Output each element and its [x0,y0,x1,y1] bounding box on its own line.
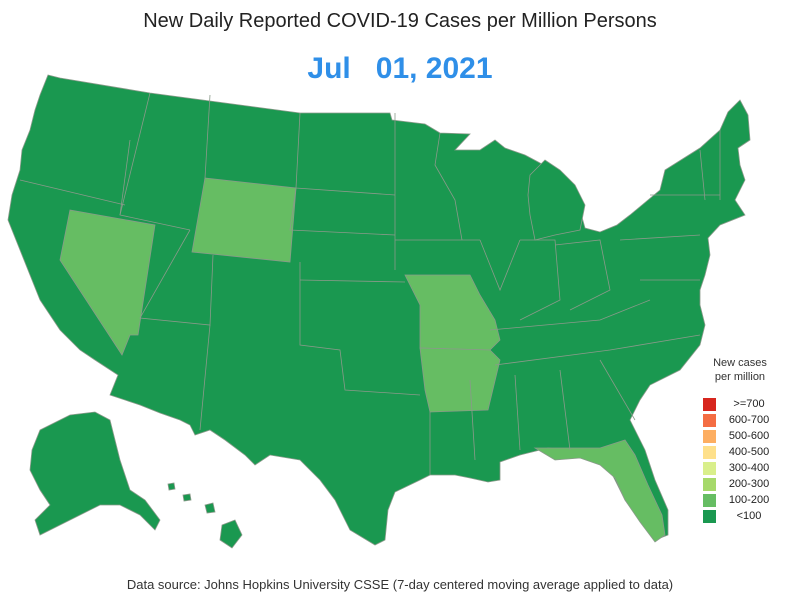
legend-item: 300-400 [703,460,774,476]
legend-title-line1: New cases [713,357,767,369]
legend-title-line2: per million [714,371,766,383]
legend-item: >=700 [703,396,774,412]
florida-shape [533,439,666,543]
hawaii-oahu [182,493,192,502]
legend-label: 600-700 [728,414,770,426]
legend-label: >=700 [733,398,765,410]
hawaii-big-island [219,519,243,549]
legend-label: 500-600 [728,430,770,442]
highlight-states [59,177,666,543]
michigan-shape [527,159,586,241]
legend-item: <100 [703,508,774,524]
legend-item: 500-600 [703,428,774,444]
legend-label: 100-200 [728,494,770,506]
legend-label: <100 [736,510,762,522]
legend-item: 400-500 [703,444,774,460]
hawaii-kauai [167,482,176,491]
base-states [7,74,751,549]
nevada-shape [59,209,156,356]
legend-swatch [703,461,716,475]
legend-swatch [703,413,716,427]
legend-swatch [703,493,716,507]
legend-label: 400-500 [728,446,770,458]
legend-item: 600-700 [703,412,774,428]
legend-swatch [703,445,716,459]
legend-item: 100-200 [703,492,774,508]
state-borders [19,92,721,475]
date-label: Jul 01, 2021 [307,52,493,85]
legend-label: 300-400 [728,462,770,474]
legend-swatch [703,397,716,411]
arkansas-shape [419,347,501,413]
alaska-shape [29,411,161,536]
legend-item: 200-300 [703,476,774,492]
legend-label: 200-300 [728,478,770,490]
legend: >=700 600-700 500-600 400-500 300-400 20… [703,396,774,524]
missouri-shape [404,274,501,351]
legend-swatch [703,509,716,523]
legend-title: New cases per million [690,356,790,384]
legend-swatch [703,429,716,443]
legend-swatch [703,477,716,491]
map-title: New Daily Reported COVID-19 Cases per Mi… [143,10,657,32]
hawaii-maui [204,502,216,514]
data-source-note: Data source: Johns Hopkins University CS… [126,577,674,592]
wyoming-shape [191,177,297,263]
